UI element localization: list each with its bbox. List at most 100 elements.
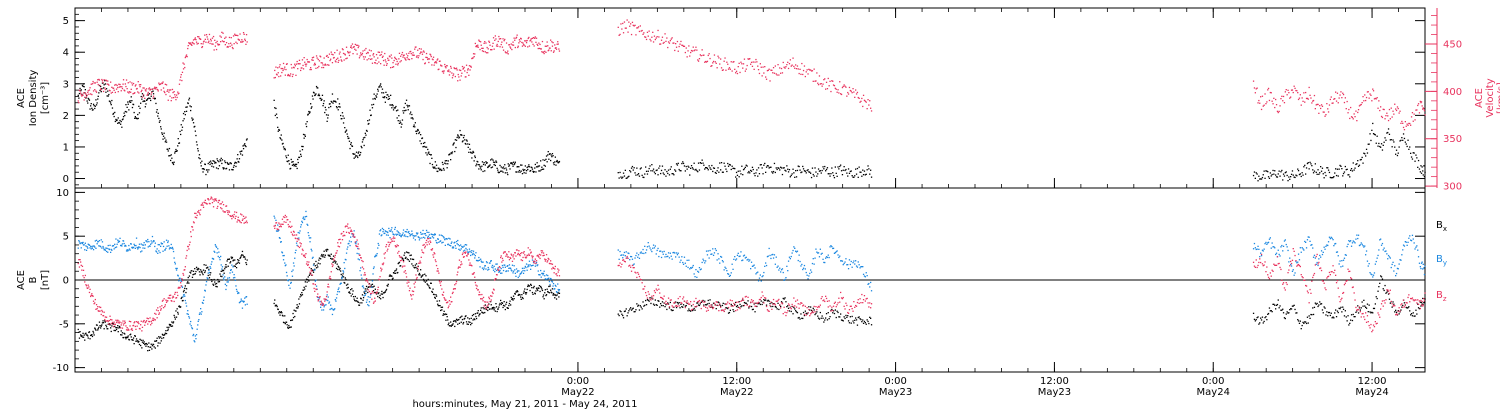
bx-point <box>365 288 366 289</box>
by-point <box>859 264 860 265</box>
density-point <box>727 163 728 164</box>
by-point <box>555 286 556 287</box>
bx-point <box>424 280 425 281</box>
by-point <box>447 238 448 239</box>
bx-point <box>242 251 243 252</box>
density-point <box>432 164 433 165</box>
by-point <box>106 251 107 252</box>
velocity-point <box>484 43 485 44</box>
by-point <box>167 246 168 247</box>
by-point <box>361 274 362 275</box>
density-point <box>104 84 105 85</box>
by-point <box>768 256 769 257</box>
density-point <box>667 173 668 174</box>
density-point <box>434 167 435 168</box>
density-point <box>1345 166 1346 167</box>
by-point <box>475 252 476 253</box>
by-point <box>78 240 79 241</box>
by-point <box>535 266 536 267</box>
density-point <box>504 168 505 169</box>
density-point <box>403 112 404 113</box>
density-point <box>557 160 558 161</box>
bx-point <box>730 310 731 311</box>
density-point <box>717 170 718 171</box>
velocity-point <box>338 60 339 61</box>
bx-point <box>432 292 433 293</box>
by-point <box>294 265 295 266</box>
velocity-point <box>501 42 502 43</box>
by-point <box>337 291 338 292</box>
density-point <box>315 93 316 94</box>
bx-point <box>191 270 192 271</box>
bx-point <box>353 296 354 297</box>
density-point <box>518 166 519 167</box>
density-point <box>358 151 359 152</box>
velocity-point <box>518 42 519 43</box>
bx-point <box>106 326 107 327</box>
by-point <box>820 249 821 250</box>
bx-point <box>211 279 212 280</box>
density-point <box>1409 146 1410 147</box>
density-point <box>1313 172 1314 173</box>
bx-point <box>366 286 367 287</box>
by-point <box>548 278 549 279</box>
density-point <box>720 169 721 170</box>
bx-point <box>447 316 448 317</box>
bx-point <box>97 325 98 326</box>
density-point <box>135 116 136 117</box>
velocity-point <box>472 57 473 58</box>
bx-point <box>460 317 461 318</box>
by-point <box>629 259 630 260</box>
velocity-point <box>554 44 555 45</box>
bx-point <box>221 271 222 272</box>
bx-point <box>236 267 237 268</box>
bx-point <box>87 335 88 336</box>
velocity-point <box>302 59 303 60</box>
density-point <box>358 153 359 154</box>
density-point <box>657 174 658 175</box>
density-point <box>128 109 129 110</box>
density-point <box>1261 178 1262 179</box>
by-point <box>809 273 810 274</box>
velocity-point <box>754 69 755 70</box>
by-point <box>508 268 509 269</box>
velocity-point <box>351 45 352 46</box>
velocity-point <box>660 43 661 44</box>
by-point <box>126 250 127 251</box>
density-point <box>1327 167 1328 168</box>
density-point <box>476 164 477 165</box>
velocity-point <box>1346 108 1347 109</box>
velocity-point <box>328 57 329 58</box>
by-point <box>847 264 848 265</box>
density-point <box>406 100 407 101</box>
density-point <box>342 112 343 113</box>
by-point <box>117 244 118 245</box>
density-point <box>1280 171 1281 172</box>
density-point <box>128 104 129 105</box>
density-point <box>184 111 185 112</box>
density-point <box>1277 176 1278 177</box>
density-point <box>868 168 869 169</box>
velocity-point <box>299 63 300 64</box>
velocity-point <box>354 46 355 47</box>
by-point <box>312 257 313 258</box>
density-point <box>1361 159 1362 160</box>
density-point <box>501 166 502 167</box>
by-point <box>698 272 699 273</box>
by-point <box>851 261 852 262</box>
by-point <box>142 247 143 248</box>
density-point <box>825 170 826 171</box>
by-point <box>198 319 199 320</box>
velocity-point <box>230 43 231 44</box>
by-point <box>378 243 379 244</box>
bx-point <box>626 308 627 309</box>
bx-point <box>464 318 465 319</box>
bx-point <box>829 318 830 319</box>
density-point <box>818 168 819 169</box>
by-point <box>170 247 171 248</box>
bx-point <box>494 307 495 308</box>
by-point <box>714 252 715 253</box>
by-point <box>118 242 119 243</box>
velocity-point <box>1280 98 1281 99</box>
bx-point <box>319 263 320 264</box>
